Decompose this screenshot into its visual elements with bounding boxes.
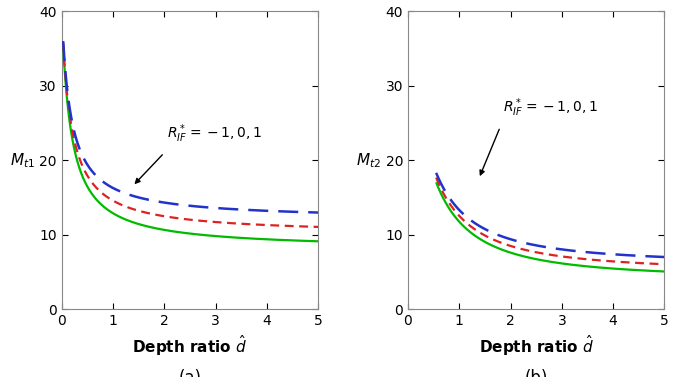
Text: $R^*_{IF} = -1, 0, 1$: $R^*_{IF} = -1, 0, 1$: [167, 123, 262, 146]
Text: (b): (b): [525, 369, 548, 377]
Text: (a): (a): [178, 369, 201, 377]
Text: $R^*_{IF} = -1, 0, 1$: $R^*_{IF} = -1, 0, 1$: [503, 97, 598, 119]
X-axis label: Depth ratio $\hat{d}$: Depth ratio $\hat{d}$: [479, 334, 594, 359]
Y-axis label: $M_{t1}$: $M_{t1}$: [10, 151, 35, 170]
Y-axis label: $M_{t2}$: $M_{t2}$: [356, 151, 382, 170]
X-axis label: Depth ratio $\hat{d}$: Depth ratio $\hat{d}$: [132, 334, 247, 359]
